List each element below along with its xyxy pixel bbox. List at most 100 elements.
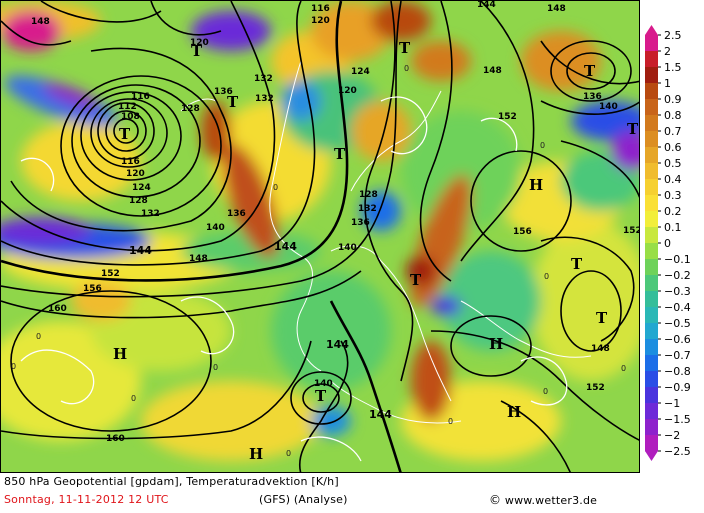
iso-label: 132 [254, 74, 273, 84]
low-marker: T [584, 62, 596, 80]
colorbar-swatch [645, 227, 658, 244]
colorbar-swatch [645, 307, 658, 324]
iso-label: 120 [311, 16, 330, 26]
iso-label: 148 [591, 344, 610, 354]
iso-label: 136 [214, 87, 233, 97]
colorbar-swatch [645, 131, 658, 148]
colorbar-tick-label: −0.9 [664, 381, 691, 394]
colorbar-tick-label: 0.7 [664, 125, 682, 138]
map-footer: Sonntag, 11-11-2012 12 UTC (GFS) (Analys… [4, 493, 640, 507]
colorbar-tick-label: 0.2 [664, 205, 682, 218]
colorbar-tick-label: −0.4 [664, 301, 691, 314]
colorbar-swatch [645, 259, 658, 276]
iso-label: 140 [206, 223, 225, 233]
colorbar-swatch [645, 51, 658, 68]
svg-text:0: 0 [540, 141, 545, 150]
iso-label: 136 [583, 92, 602, 102]
advection-field [1, 1, 639, 461]
colorbar-tick-label: 0.6 [664, 141, 682, 154]
colorbar-tick-label: 0.8 [664, 109, 682, 122]
iso-label: 144 [326, 338, 349, 351]
high-marker: H [249, 445, 263, 463]
iso-label: 156 [83, 284, 102, 294]
low-marker: T [334, 145, 346, 163]
zero-contours [20, 96, 568, 462]
iso-label: 120 [190, 38, 209, 48]
colorbar-swatch [645, 211, 658, 228]
colorbar-swatch [645, 291, 658, 308]
colorbar-tick-label: −2.5 [664, 445, 691, 458]
colorbar-swatch [645, 419, 658, 436]
map-title: 850 hPa Geopotential [gpdam], Temperatur… [4, 475, 339, 488]
colorbar-tick-label: −0.6 [664, 333, 691, 346]
pressure-centers: T T T T T T T T T T T H H H H H [113, 39, 639, 463]
colorbar-swatch [645, 323, 658, 340]
svg-text:0: 0 [131, 394, 136, 403]
colorbar-swatch [645, 83, 658, 100]
iso-label: 152 [101, 269, 120, 279]
colorbar-tick-label: −1 [664, 397, 680, 410]
colorbar-swatch [645, 35, 658, 52]
iso-label: 144 [369, 408, 392, 421]
svg-text:0: 0 [11, 362, 16, 371]
colorbar-tick-label: −2 [664, 429, 680, 442]
colorbar-arrow-down [645, 451, 658, 461]
zero-labels: 0 0 0 0 0 0 0 0 0 0 0 0 [11, 64, 626, 458]
iso-label: 144 [477, 1, 496, 10]
isohypse-labels: 148 116 112 108 116 120 124 128 132 136 … [31, 1, 640, 444]
colorbar-swatch [645, 371, 658, 388]
colorbar-swatch [645, 355, 658, 372]
low-marker: T [410, 271, 422, 289]
iso-label: 144 [274, 240, 297, 253]
colorbar-tick-label: 0.5 [664, 157, 682, 170]
map-canvas: 148 116 112 108 116 120 124 128 132 136 … [1, 1, 640, 472]
iso-label: 112 [118, 102, 137, 112]
iso-label: 156 [513, 227, 532, 237]
high-marker: H [507, 403, 521, 421]
colorbar-swatch [645, 435, 658, 452]
iso-label: 108 [121, 112, 140, 122]
low-marker: T [119, 125, 131, 143]
iso-label: 132 [141, 209, 160, 219]
colorbar-tick-label: −0.5 [664, 317, 691, 330]
colorbar-swatch [645, 99, 658, 116]
colorbar-tick-label: 1.5 [664, 61, 682, 74]
iso-label: 140 [599, 102, 618, 112]
low-marker: T [571, 255, 583, 273]
coastlines [180, 60, 592, 424]
colorbar-arrow-up [645, 25, 658, 35]
colorbar-tick-label: 2.5 [664, 29, 682, 42]
svg-text:0: 0 [36, 332, 41, 341]
colorbar-legend: 2.5 2 1.5 1 0.9 0.8 0.7 0.6 0.5 0.4 0.3 0.2 0.1 0 −0.1… [645, 25, 691, 461]
model-info: (GFS) (Analyse) [259, 493, 348, 506]
valid-date: Sonntag, 11-11-2012 12 UTC [4, 493, 169, 506]
colorbar-swatch [645, 115, 658, 132]
low-marker: T [227, 93, 239, 111]
colorbar-swatch [645, 163, 658, 180]
colorbar-ticks: 2.5 2 1.5 1 0.9 0.8 0.7 0.6 0.5 0.4 0.3 0.2 0.1 0 −0.1… [658, 29, 691, 458]
colorbar-tick-label: 0 [664, 237, 671, 250]
colorbar-tick-label: −1.5 [664, 413, 691, 426]
svg-text:0: 0 [621, 364, 626, 373]
iso-label: 148 [189, 254, 208, 264]
iso-label: 132 [255, 94, 274, 104]
iso-label: 120 [126, 169, 145, 179]
iso-label: 152 [623, 226, 640, 236]
copyright-icon: © [489, 493, 502, 507]
colorbar-tick-label: −0.7 [664, 349, 691, 362]
low-marker: T [315, 387, 327, 405]
colorbar-swatch [645, 243, 658, 260]
colorbar-tick-label: 1 [664, 77, 671, 90]
colorbar-tick-label: 0.3 [664, 189, 682, 202]
colorbar-tick-label: 2 [664, 45, 671, 58]
colorbar-swatch [645, 67, 658, 84]
colorbar-swatch [645, 195, 658, 212]
colorbar-tick-label: 0.4 [664, 173, 682, 186]
iso-label: 148 [31, 17, 50, 27]
iso-label: 148 [483, 66, 502, 76]
colorbar-tick-label: 0.9 [664, 93, 682, 106]
high-marker: H [529, 176, 543, 194]
iso-label: 160 [48, 304, 67, 314]
colorbar-swatch [645, 339, 658, 356]
low-marker: T [596, 309, 608, 327]
